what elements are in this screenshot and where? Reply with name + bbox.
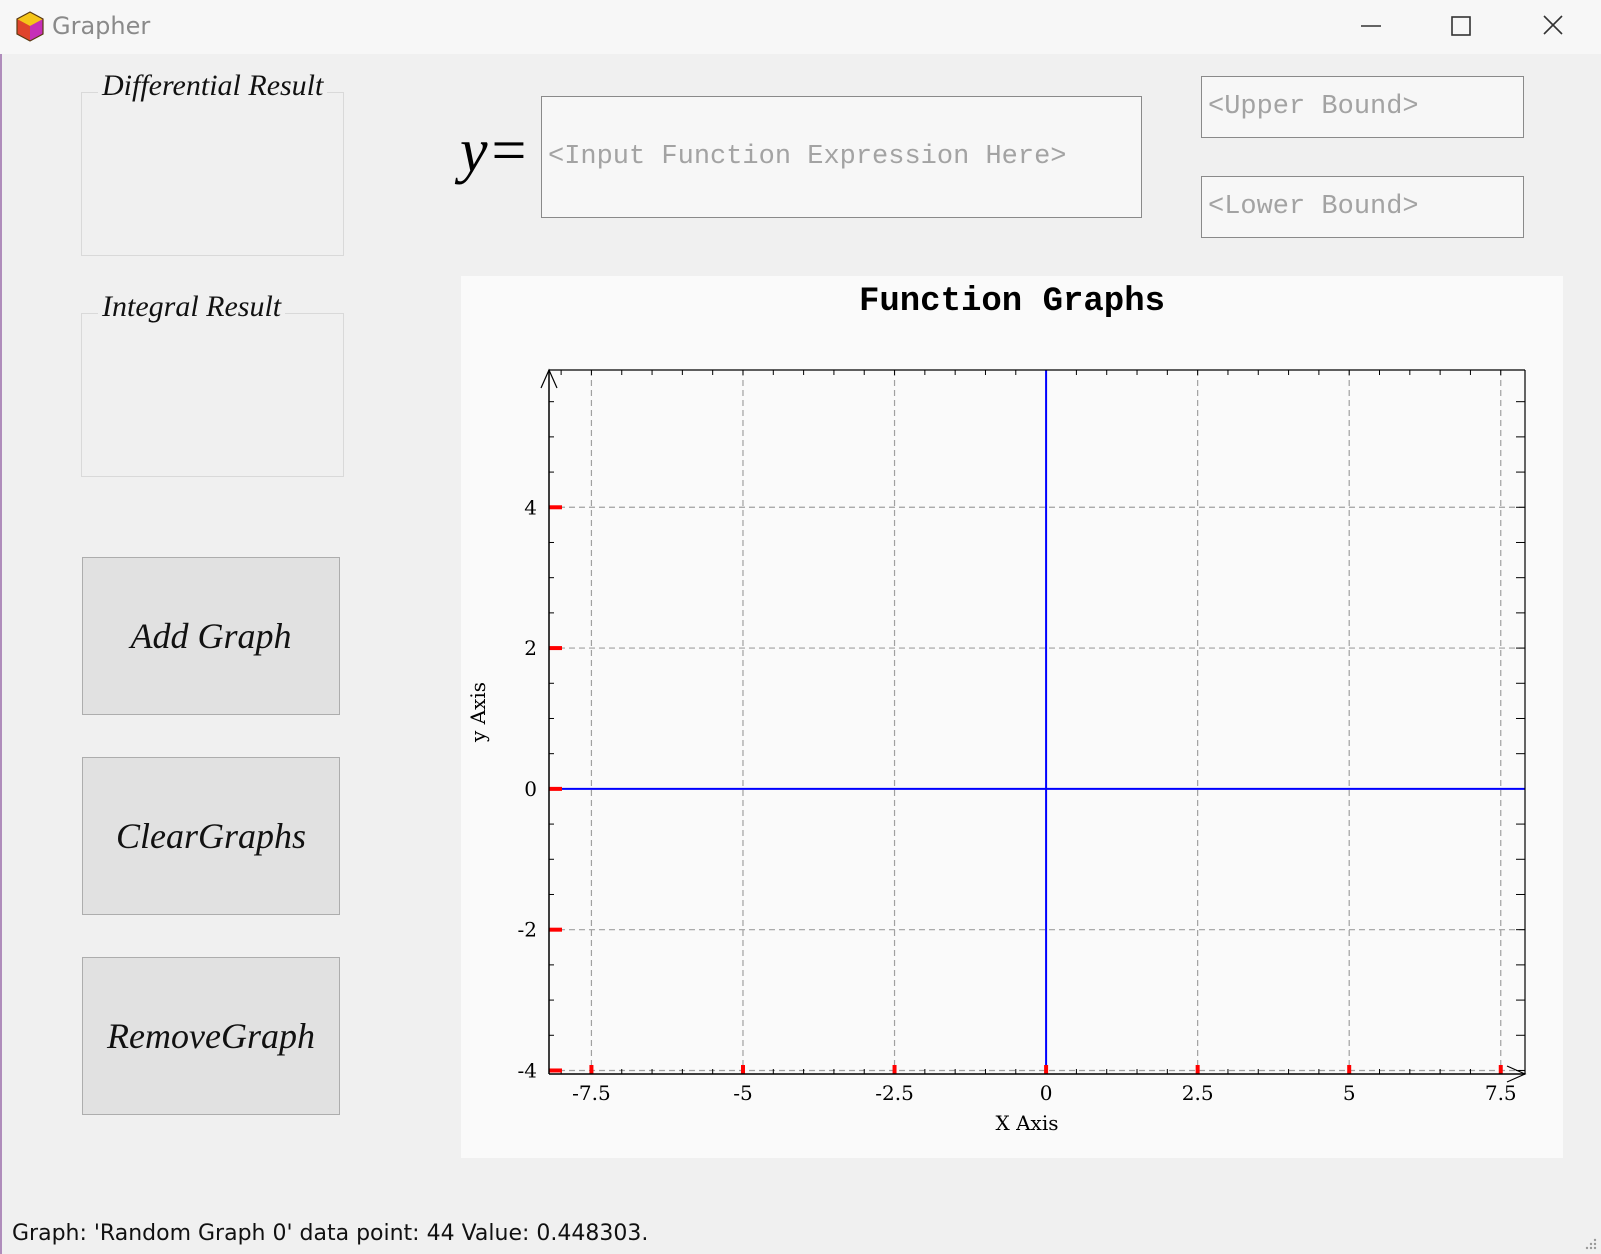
plot-panel[interactable]: Function Graphs -7.5 -5 -2.5 0 2.5 5 7.5 -4 -2 0 2 4… xyxy=(461,276,1563,1158)
x-axis-arrow-icon xyxy=(1506,1065,1527,1083)
y-axis-arrow-icon xyxy=(540,368,558,389)
window-left-border xyxy=(0,54,2,1254)
x-axis-label: X Axis xyxy=(996,1111,1059,1135)
chart-title: Function Graphs xyxy=(859,283,1165,321)
integral-result-title: Integral Result xyxy=(98,290,286,324)
maximize-icon[interactable] xyxy=(1441,8,1481,44)
x-tick-label: 7.5 xyxy=(1485,1081,1517,1105)
window-title: Grapher xyxy=(52,12,151,40)
x-tick-label: 2.5 xyxy=(1182,1081,1214,1105)
y-axis-label: y Axis xyxy=(466,682,490,743)
remove-graph-button[interactable]: RemoveGraph xyxy=(82,957,340,1115)
y-tick-label: 2 xyxy=(524,636,537,660)
function-graph-chart[interactable]: Function Graphs -7.5 -5 -2.5 0 2.5 5 7.5 -4 -2 0 2 4… xyxy=(461,276,1563,1158)
lower-bound-input[interactable] xyxy=(1201,176,1524,238)
y-tick-label: -4 xyxy=(518,1058,537,1082)
function-expression-input[interactable] xyxy=(541,96,1142,218)
add-graph-button[interactable]: Add Graph xyxy=(82,557,340,715)
minimize-icon[interactable] xyxy=(1351,8,1391,44)
y-equals-label: y= xyxy=(460,117,530,185)
clear-graphs-button[interactable]: ClearGraphs xyxy=(82,757,340,915)
y-tick-label: 4 xyxy=(524,495,537,519)
differential-result-box: Differential Result xyxy=(81,69,344,256)
title-bar: Grapher xyxy=(0,0,1601,54)
x-tick-label: -7.5 xyxy=(572,1081,611,1105)
upper-bound-input[interactable] xyxy=(1201,76,1524,138)
differential-result-title: Differential Result xyxy=(98,69,328,103)
y-tick-label: 0 xyxy=(524,777,537,801)
x-tick-label: 0 xyxy=(1040,1081,1053,1105)
resize-grip-icon[interactable] xyxy=(1583,1236,1597,1250)
y-tick-label: -2 xyxy=(518,918,537,942)
integral-result-box: Integral Result xyxy=(81,290,344,477)
x-tick-label: 5 xyxy=(1343,1081,1356,1105)
app-cube-icon xyxy=(16,11,44,42)
x-tick-label: -5 xyxy=(733,1081,752,1105)
close-icon[interactable] xyxy=(1533,8,1573,44)
x-tick-label: -2.5 xyxy=(875,1081,914,1105)
status-bar-text: Graph: 'Random Graph 0' data point: 44 V… xyxy=(12,1221,649,1246)
